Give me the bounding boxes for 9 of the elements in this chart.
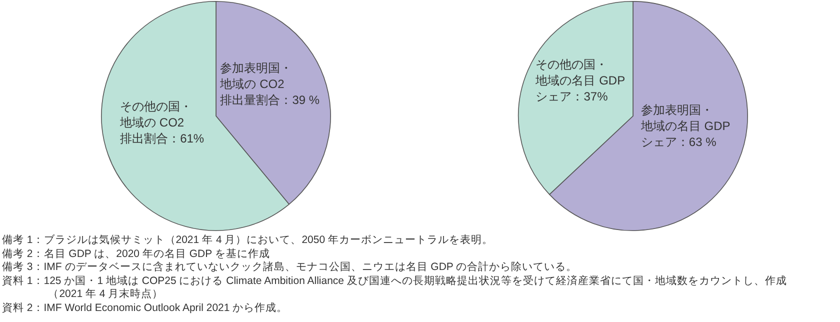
slice-label: 参加表明国・地域の CO2排出量割合：39 % (219, 60, 320, 107)
text: 資料 2：IMF World Economic Outlook April 2021 から作成。 (2, 302, 289, 316)
slice-label: その他の国・地域の名目 GDPシェア：37% (534, 58, 626, 104)
text: 資料 1：125 か国・1 地域は COP25 における Climate Ambition Alliance 及び国連への長期戦略提出状況等を受けて経済産業省にて国・地域数をカウントし、作成（2021 年 4 月末時点） (2, 274, 788, 302)
text: 備考 2：名目 GDP は、2020 年の名目 GDP を基に作成 (2, 248, 271, 261)
text: 備考 3：IMF のデータベースに含まれていないクック諸島、モナコ公国、ニウエは名目 GDP の合計から除いている。 (2, 261, 578, 275)
slice-label: 参加表明国・地域の名目 GDPシェア：63 % (640, 103, 730, 150)
slice-label: その他の国・地域の CO2排出割合：61% (119, 100, 204, 146)
text: 備考 1：ブラジルは気候サミット（2021 年 4 月）において、2050 年カーボンニュートラルを表明。 (2, 234, 494, 248)
